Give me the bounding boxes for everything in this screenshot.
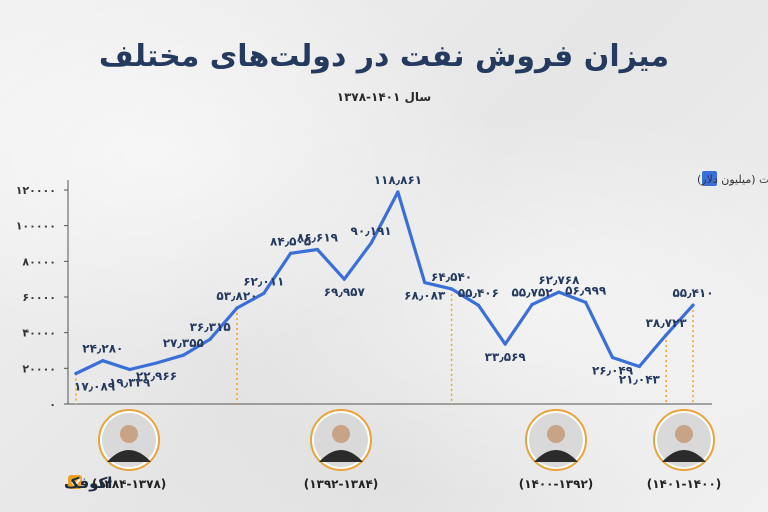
data-point [584, 300, 588, 304]
data-label: ۳۸٫۷۲۳ [646, 316, 688, 330]
data-label: ۱۷٫۰۸۹ [74, 380, 116, 394]
data-label: ۳۳٫۵۶۹ [485, 350, 527, 364]
data-label: ۲۱٫۰۴۳ [619, 372, 661, 386]
y-tick-label: ۸۰۰۰۰ [22, 255, 56, 268]
period-label: (۱۳۸۴-۱۳۷۸) [92, 477, 167, 491]
portrait [653, 409, 715, 471]
portraits [98, 409, 715, 471]
data-point [610, 355, 615, 360]
data-point [315, 247, 320, 252]
data-label: ۸۴٫۵۰۵ [270, 234, 311, 248]
data-label: ۵۵٫۷۵۲ [511, 286, 553, 300]
data-point [154, 361, 159, 365]
data-label: ۳۶٫۳۱۵ [190, 320, 231, 334]
data-point [181, 353, 185, 357]
data-point [449, 287, 454, 291]
y-tick-label: ۴۰۰۰۰ [22, 327, 56, 340]
data-label: ۱۱۸٫۸۶۱ [374, 173, 422, 187]
brand-mark-icon [68, 475, 82, 489]
y-tick-label: ۶۰۰۰۰ [22, 291, 56, 304]
data-point [557, 290, 561, 294]
legend: فروش نفت (میلیون دلار) [697, 171, 768, 186]
legend-swatch [702, 171, 717, 186]
data-label: ۲۶٫۰۴۹ [592, 364, 634, 378]
period-label: (۱۴۰۱-۱۴۰۰) [647, 477, 722, 491]
portrait [310, 409, 372, 471]
data-point [637, 364, 641, 369]
data-point [503, 342, 507, 346]
data-point [262, 291, 266, 296]
data-point [396, 190, 400, 194]
data-label: ۲۴٫۲۸۰ [82, 342, 123, 356]
series [74, 190, 695, 376]
person-body-icon [319, 450, 363, 462]
portrait [525, 409, 587, 471]
data-label: ۵۳٫۸۲۰ [216, 289, 257, 303]
person-body-icon [534, 450, 578, 462]
person-head-icon [332, 425, 350, 443]
data-label: ۶۲٫۷۶۸ [538, 273, 580, 287]
portrait [98, 409, 160, 471]
person-head-icon [120, 425, 138, 443]
series-line [74, 190, 695, 376]
data-label: ۸۶٫۶۱۹ [297, 231, 339, 245]
data-label: ۵۵٫۴۱۰ [672, 286, 713, 300]
data-label: ۱۹٫۳۳۹ [109, 376, 151, 390]
data-point [235, 306, 239, 310]
data-point [342, 277, 346, 281]
y-tick-label: ۲۰۰۰۰ [22, 362, 56, 375]
y-tick-label: ۱۲۰۰۰۰ [16, 184, 56, 197]
person-body-icon [107, 450, 151, 462]
check-icon [71, 478, 81, 487]
data-point [101, 359, 105, 363]
axes: ۰ ۲۰۰۰۰ ۴۰۰۰۰ ۶۰۰۰۰ ۸۰۰۰۰ ۱۰۰۰۰۰ ۱۲۰۰۰۰ [16, 180, 712, 411]
data-label: ۵۵٫۴۰۶ [458, 286, 499, 300]
period-label: (۱۴۰۰-۱۳۹۲) [519, 477, 594, 491]
legend-label: فروش نفت (میلیون دلار) [697, 173, 768, 186]
data-label: ۶۹٫۹۵۷ [324, 285, 366, 299]
person-body-icon [662, 450, 706, 462]
chart-title: میزان فروش نفت در دولت‌های مختلف [99, 39, 669, 74]
data-label: ۶۴٫۵۴۰ [431, 270, 472, 284]
data-point [530, 302, 534, 307]
brand-name: اکوفک [64, 474, 112, 492]
data-point [208, 337, 212, 341]
data-point [476, 303, 480, 307]
data-label: ۹۰٫۱۹۱ [351, 224, 392, 238]
period-dividers [75, 288, 694, 404]
data-label: ۶۸٫۰۸۳ [404, 289, 446, 303]
data-point [128, 367, 132, 372]
data-label: ۲۲٫۹۶۶ [136, 369, 177, 383]
data-point [423, 280, 427, 285]
data-label: ۶۲٫۰۱۱ [243, 274, 284, 288]
data-point [664, 333, 668, 337]
y-tick-label: ۱۰۰۰۰۰ [16, 220, 56, 233]
chart-subtitle: سال ۱۴۰۱-۱۳۷۸ [337, 90, 431, 104]
person-head-icon [547, 425, 565, 443]
y-tick-label: ۰ [49, 398, 56, 411]
data-point [74, 371, 78, 376]
data-point [691, 303, 695, 307]
data-point [369, 241, 373, 245]
period-label: (۱۳۹۲-۱۳۸۴) [304, 477, 379, 491]
data-label: ۵۶٫۹۹۹ [565, 283, 607, 297]
brand-logo: اکوفک [64, 474, 112, 492]
data-label: ۲۷٫۳۵۵ [163, 336, 204, 350]
data-point [289, 251, 293, 255]
person-head-icon [675, 425, 693, 443]
period-labels: (۱۳۸۴-۱۳۷۸) (۱۳۹۲-۱۳۸۴) (۱۴۰۰-۱۳۹۲) (۱۴۰۱-۱… [92, 477, 722, 491]
